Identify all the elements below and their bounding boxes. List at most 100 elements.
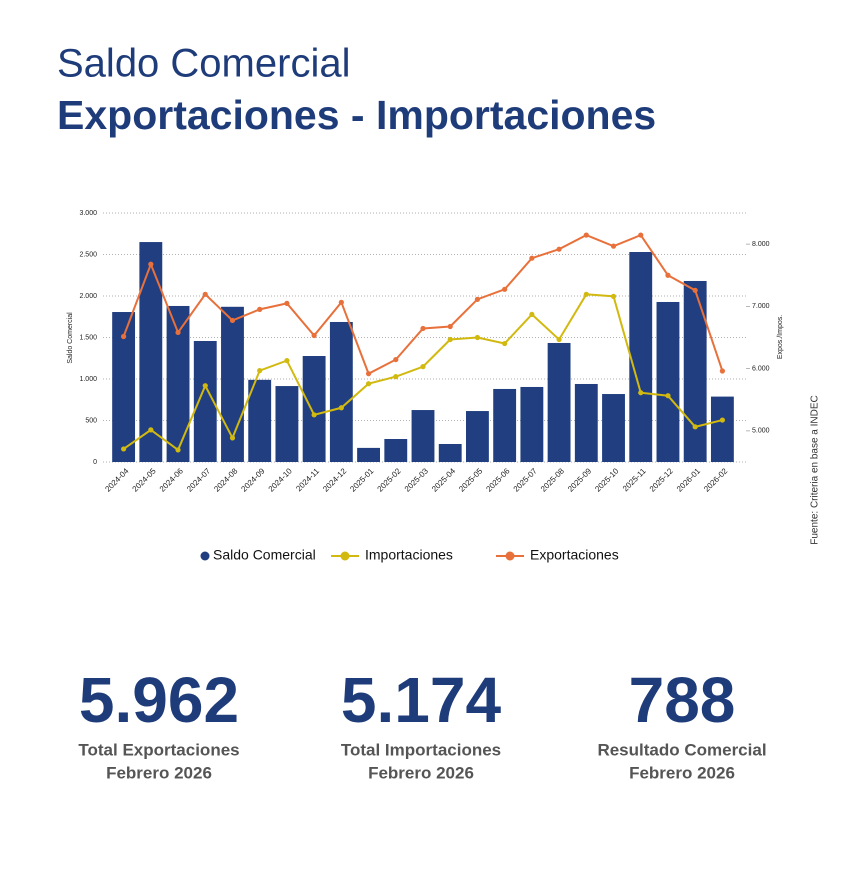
x-tick-label: 2025-10 <box>593 466 621 494</box>
point <box>638 232 644 238</box>
bar <box>411 410 435 462</box>
point <box>719 368 725 374</box>
point <box>257 368 263 374</box>
legend-label: Importaciones <box>365 547 453 563</box>
y2-tick-label: 8.000 <box>752 241 770 248</box>
point <box>121 446 127 452</box>
y2-axis-label: Expos./Impos. <box>777 315 784 359</box>
bar <box>166 305 190 462</box>
y-tick-label: 3.000 <box>79 210 97 217</box>
x-tick-label: 2024-12 <box>321 466 349 494</box>
point <box>229 435 236 441</box>
x-tick-label: 2025-04 <box>430 466 458 494</box>
y-tick-label: 2.000 <box>79 293 97 300</box>
point <box>175 447 181 453</box>
point <box>121 333 127 340</box>
point <box>447 336 453 343</box>
y-axis-label: Saldo Comercial <box>67 312 74 364</box>
point <box>665 393 671 399</box>
y-tick-label: 500 <box>85 417 97 424</box>
point <box>311 332 317 339</box>
bar <box>520 386 544 462</box>
point <box>365 371 372 377</box>
point <box>692 287 698 293</box>
x-tick-label: 2025-02 <box>376 466 404 494</box>
x-tick-label: 2024-08 <box>212 466 240 494</box>
x-tick-label: 2024-09 <box>239 466 267 494</box>
bar <box>329 321 353 462</box>
point <box>338 405 344 411</box>
x-tick-label: 2025-09 <box>566 466 594 494</box>
point <box>338 299 344 305</box>
point <box>447 323 453 330</box>
summary-value: 5.962 <box>79 664 239 736</box>
point <box>393 374 399 380</box>
bar <box>493 388 517 462</box>
legend-marker <box>505 551 515 561</box>
x-tick-label: 2025-12 <box>648 466 676 494</box>
point <box>365 381 372 387</box>
y2-tick-label: 6.000 <box>752 365 770 372</box>
point <box>529 255 535 261</box>
x-tick-label: 2024-06 <box>158 466 186 494</box>
bar <box>656 301 680 462</box>
point <box>257 306 263 312</box>
legend-marker <box>340 551 350 561</box>
point <box>502 286 508 292</box>
x-tick-label: 2025-05 <box>457 466 485 494</box>
point <box>202 291 208 297</box>
point <box>284 300 290 306</box>
bar <box>275 386 299 462</box>
point <box>311 412 317 418</box>
y-tick-label: 0 <box>93 459 97 466</box>
bar <box>602 394 625 462</box>
y-tick-label: 2.500 <box>79 251 97 258</box>
bar <box>710 396 734 462</box>
y-tick-label: 1.500 <box>79 334 97 341</box>
summary-period: Febrero 2026 <box>629 763 735 782</box>
x-tick-label: 2026-01 <box>675 466 703 494</box>
point <box>148 427 154 433</box>
point <box>610 243 617 249</box>
bar <box>112 312 136 462</box>
point <box>175 329 181 336</box>
point <box>284 357 290 364</box>
x-tick-label: 2024-11 <box>294 466 321 493</box>
x-tick-label: 2025-08 <box>539 466 567 494</box>
summary-period: Febrero 2026 <box>368 763 474 782</box>
summary-label: Total Exportaciones <box>78 740 239 759</box>
bar <box>574 383 598 462</box>
subtitle: Exportaciones - Importaciones <box>57 92 656 138</box>
y-tick-label: 1.000 <box>79 376 97 383</box>
bar <box>357 447 380 462</box>
x-tick-label: 2025-03 <box>403 466 431 494</box>
point <box>420 364 426 370</box>
source: Fuente: Criteria en base a INDEC <box>810 395 821 545</box>
legend-marker <box>200 551 210 561</box>
bar <box>466 411 489 462</box>
point <box>583 291 589 297</box>
bar <box>193 340 217 462</box>
bar <box>302 356 326 462</box>
bar <box>683 280 707 462</box>
point <box>202 383 208 389</box>
summary-label: Resultado Comercial <box>597 740 766 759</box>
point <box>148 261 154 267</box>
legend-label: Exportaciones <box>530 547 619 563</box>
point <box>692 424 698 430</box>
x-tick-label: 2025-11 <box>621 466 648 493</box>
point <box>719 417 725 423</box>
x-tick-label: 2024-07 <box>185 466 213 494</box>
point <box>474 334 481 341</box>
bar <box>438 443 462 462</box>
point <box>502 340 508 347</box>
point <box>474 296 481 302</box>
summary-value: 788 <box>629 664 736 736</box>
x-tick-label: 2024-04 <box>103 466 131 494</box>
point <box>229 317 236 324</box>
summary-value: 5.174 <box>341 664 502 736</box>
x-tick-label: 2024-05 <box>131 466 159 494</box>
y2-tick-label: 7.000 <box>752 303 770 310</box>
legend-label: Saldo Comercial <box>213 547 316 563</box>
x-tick-label: 2024-10 <box>267 466 295 494</box>
